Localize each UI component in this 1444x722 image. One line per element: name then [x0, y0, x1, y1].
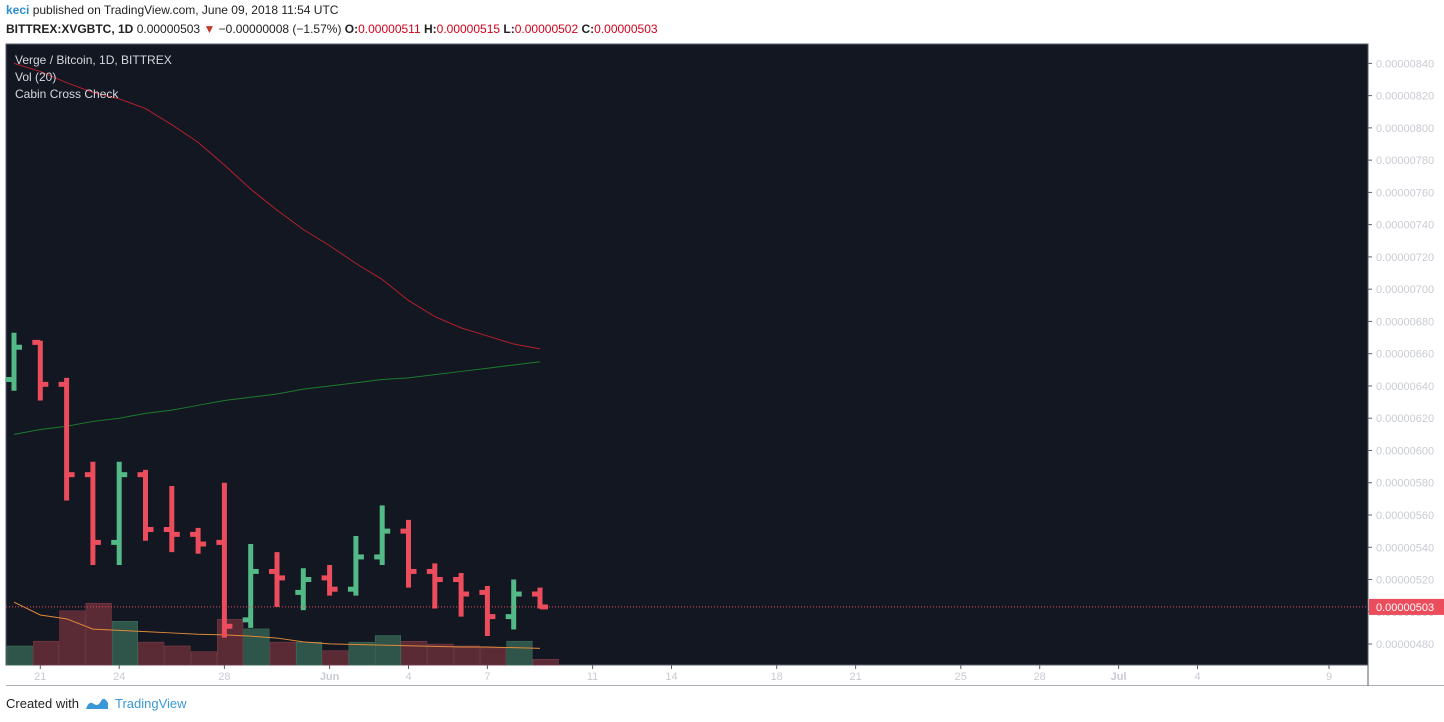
volume-bar	[480, 647, 507, 666]
x-tick-label: 25	[955, 671, 967, 683]
y-tick-label: 0.00000540	[1376, 542, 1434, 554]
low-label: L:	[503, 22, 515, 36]
volume-bar	[190, 651, 217, 666]
y-tick-label: 0.00000820	[1376, 91, 1434, 103]
footer: Created with TradingView	[6, 696, 187, 711]
close-label: C:	[581, 22, 595, 36]
y-tick-label: 0.00000760	[1376, 187, 1434, 199]
open-label: O:	[344, 22, 359, 36]
y-tick-label: 0.00000520	[1376, 575, 1434, 587]
x-tick-label: 18	[771, 671, 783, 683]
legend-title: Verge / Bitcoin, 1D, BITTREX	[15, 53, 172, 67]
volume-bar	[322, 650, 349, 666]
y-tick-label: 0.00000700	[1376, 284, 1434, 296]
volume-bar	[85, 602, 112, 666]
volume-ma-line	[13, 601, 541, 649]
x-tick-label: 9	[1326, 671, 1332, 683]
author-link[interactable]: keci	[6, 3, 30, 17]
price-change: −0.00000008 (−1.57%)	[218, 22, 342, 36]
y-tick-label: 0.00000720	[1376, 252, 1434, 264]
x-tick-label: 4	[405, 671, 411, 683]
volume-bar	[427, 643, 454, 666]
tradingview-logo-icon	[85, 698, 108, 709]
created-with-text: Created with	[6, 696, 79, 711]
green-ma-line	[13, 361, 541, 435]
x-tick-label: 7	[484, 671, 490, 683]
last-price-label: 0.00000503	[1376, 602, 1434, 614]
high-value: 0.00000515	[436, 22, 501, 36]
price-chart[interactable]: 0.000004800.000005000.000005200.00000540…	[0, 40, 1444, 686]
down-arrow-icon: ▼	[203, 22, 216, 36]
y-tick-label: 0.00000640	[1376, 381, 1434, 393]
x-tick-label: 21	[849, 671, 861, 683]
volume-bar	[164, 645, 191, 666]
y-tick-label: 0.00000560	[1376, 510, 1434, 522]
volume-bar	[295, 641, 323, 666]
y-tick-label: 0.00000680	[1376, 316, 1434, 328]
volume-bar	[138, 641, 165, 666]
tradingview-link[interactable]: TradingView	[114, 696, 187, 711]
volume-bar	[506, 640, 533, 666]
y-tick-label: 0.00000580	[1376, 478, 1434, 490]
plot-background[interactable]	[6, 44, 1368, 665]
symbol-name: BITTREX:XVGBTC, 1D	[6, 22, 134, 36]
x-tick-label: 28	[1034, 671, 1046, 683]
chart-area[interactable]: 0.000004800.000005000.000005200.00000540…	[0, 40, 1444, 686]
x-tick-label: 11	[587, 671, 598, 683]
x-tick-label: Jul	[1111, 671, 1127, 683]
volume-bar	[348, 641, 375, 666]
y-tick-label: 0.00000660	[1376, 349, 1434, 361]
last-price: 0.00000503	[136, 22, 201, 36]
volume-bar	[269, 641, 296, 666]
open-value: 0.00000511	[358, 22, 421, 36]
high-label: H:	[423, 22, 437, 36]
y-tick-label: 0.00000480	[1376, 639, 1434, 651]
published-text: published on TradingView.com, June 09, 2…	[32, 3, 339, 17]
volume-bar	[111, 620, 138, 666]
volume-bar	[453, 645, 480, 666]
volume-bar	[532, 658, 559, 666]
y-tick-label: 0.00000620	[1376, 413, 1434, 425]
x-tick-label: 4	[1194, 671, 1200, 683]
y-tick-label: 0.00000840	[1376, 58, 1434, 70]
volume-bar	[6, 645, 33, 666]
low-value: 0.00000502	[514, 22, 579, 36]
close-value: 0.00000503	[594, 22, 658, 36]
volume-bar	[401, 640, 428, 666]
legend-volume: Vol (20)	[15, 70, 57, 84]
volume-bar	[32, 640, 60, 666]
legend-indicator: Cabin Cross Check	[15, 87, 119, 101]
red-ma-line	[13, 62, 541, 350]
x-tick-label: 28	[218, 671, 230, 683]
x-tick-label: Jun	[320, 671, 340, 683]
last-price-badge	[1369, 598, 1444, 615]
x-tick-label: 24	[113, 671, 125, 683]
x-tick-label: 21	[34, 671, 46, 683]
publish-info: keci published on TradingView.com, June …	[6, 3, 338, 17]
volume-bar	[374, 635, 402, 666]
y-tick-label: 0.00000740	[1376, 220, 1434, 232]
x-tick-label: 14	[665, 671, 677, 683]
volume-bar	[59, 610, 86, 666]
symbol-line: BITTREX:XVGBTC, 1D 0.00000503 ▼ −0.00000…	[6, 22, 658, 36]
y-tick-label: 0.00000780	[1376, 155, 1434, 167]
volume-bar	[243, 628, 270, 666]
y-tick-label: 0.00000800	[1376, 123, 1434, 135]
y-tick-label: 0.00000600	[1376, 445, 1434, 457]
